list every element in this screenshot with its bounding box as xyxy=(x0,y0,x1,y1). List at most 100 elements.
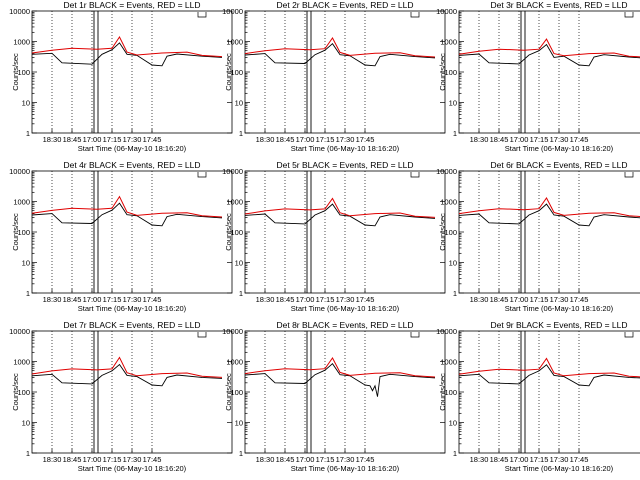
y-tick-label: 10 xyxy=(449,99,457,108)
y-tick-label: 10 xyxy=(22,259,30,268)
x-tick-label: 17:30 xyxy=(550,135,569,144)
x-tick-label: 18:30 xyxy=(470,135,489,144)
y-tick-label: 1 xyxy=(453,129,457,138)
panel-det-9: 18:30 18:45 17:00 17:15 17:30 17:45 1 10 100 1000… xyxy=(436,320,640,473)
y-tick-label: 100 xyxy=(230,68,243,77)
x-tick-label: 18:45 xyxy=(490,135,509,144)
y-axis-label: Counts/sec xyxy=(438,53,447,91)
x-tick-label: 18:30 xyxy=(256,135,275,144)
x-axis-label: Start Time (06-May-10 18:16:20) xyxy=(505,464,614,473)
y-tick-label: 1000 xyxy=(13,38,30,47)
x-axis-label: Start Time (06-May-10 18:16:20) xyxy=(78,304,187,313)
x-tick-label: 17:30 xyxy=(550,455,569,464)
x-tick-label: 18:30 xyxy=(256,455,275,464)
x-tick-label: 18:45 xyxy=(276,455,295,464)
series-line-lld xyxy=(244,197,436,218)
x-axis-label: Start Time (06-May-10 18:16:20) xyxy=(291,464,400,473)
x-tick-label: 17:30 xyxy=(123,455,142,464)
y-tick-label: 1 xyxy=(239,449,243,458)
panel-title: Det 5r BLACK = Events, RED = LLD xyxy=(276,160,413,170)
y-axis-label: Counts/sec xyxy=(438,213,447,251)
y-tick-label: 1000 xyxy=(226,198,243,207)
y-tick-label: 10000 xyxy=(222,167,243,176)
x-tick-label: 17:45 xyxy=(570,295,589,304)
x-tick-label: 17:30 xyxy=(550,295,569,304)
x-tick-label: 17:00 xyxy=(510,455,529,464)
series-line-lld xyxy=(244,357,436,378)
panel-title: Det 6r BLACK = Events, RED = LLD xyxy=(490,160,627,170)
y-tick-label: 100 xyxy=(17,228,30,237)
y-axis-label: Counts/sec xyxy=(11,213,20,251)
panel-det-6: 18:30 18:45 17:00 17:15 17:30 17:45 1 10 100 1000… xyxy=(436,160,640,313)
x-tick-label: 18:45 xyxy=(63,295,82,304)
y-tick-label: 10 xyxy=(449,259,457,268)
x-tick-label: 17:15 xyxy=(530,135,549,144)
series-line-events xyxy=(31,42,223,67)
x-tick-label: 18:30 xyxy=(470,295,489,304)
series-line-lld xyxy=(458,197,640,217)
x-axis-label: Start Time (06-May-10 18:16:20) xyxy=(291,304,400,313)
plot-frame xyxy=(458,10,640,134)
panel-title: Det 2r BLACK = Events, RED = LLD xyxy=(276,0,413,10)
x-tick-label: 17:15 xyxy=(103,295,122,304)
x-tick-label: 17:30 xyxy=(336,135,355,144)
panel-title: Det 4r BLACK = Events, RED = LLD xyxy=(63,160,200,170)
panel-title: Det 8r BLACK = Events, RED = LLD xyxy=(276,320,413,330)
y-tick-label: 100 xyxy=(230,228,243,237)
y-tick-label: 100 xyxy=(17,388,30,397)
series-line-lld xyxy=(244,37,436,58)
x-tick-label: 17:45 xyxy=(356,135,375,144)
x-tick-label: 17:45 xyxy=(570,135,589,144)
top-bracket-marker xyxy=(197,12,207,18)
top-bracket-marker xyxy=(624,332,634,338)
series-line-lld xyxy=(31,356,223,378)
y-tick-label: 100 xyxy=(230,388,243,397)
x-tick-label: 18:30 xyxy=(43,135,62,144)
y-tick-label: 100 xyxy=(444,388,457,397)
panel-det-1: 18:30 18:45 17:00 17:15 17:30 17:45 1 10 100 1000… xyxy=(9,0,233,153)
y-tick-label: 10 xyxy=(235,419,243,428)
panel-title: Det 7r BLACK = Events, RED = LLD xyxy=(63,320,200,330)
top-bracket-marker xyxy=(624,12,634,18)
x-tick-label: 17:00 xyxy=(510,295,529,304)
x-tick-label: 17:00 xyxy=(83,455,102,464)
x-axis-label: Start Time (06-May-10 18:16:20) xyxy=(505,304,614,313)
x-axis-label: Start Time (06-May-10 18:16:20) xyxy=(78,464,187,473)
y-tick-label: 100 xyxy=(444,68,457,77)
x-tick-label: 17:30 xyxy=(123,135,142,144)
x-tick-label: 18:30 xyxy=(43,455,62,464)
series-line-events xyxy=(458,203,640,227)
y-axis-label: Counts/sec xyxy=(438,373,447,411)
x-tick-label: 17:00 xyxy=(296,135,315,144)
x-tick-label: 17:00 xyxy=(83,295,102,304)
y-tick-label: 1000 xyxy=(13,358,30,367)
x-axis-label: Start Time (06-May-10 18:16:20) xyxy=(291,144,400,153)
y-tick-label: 10000 xyxy=(436,167,457,176)
y-tick-label: 1 xyxy=(26,129,30,138)
y-axis-label: Counts/sec xyxy=(11,53,20,91)
y-tick-label: 1 xyxy=(453,289,457,298)
top-bracket-marker xyxy=(410,12,420,18)
x-tick-label: 17:15 xyxy=(316,295,335,304)
x-tick-label: 18:45 xyxy=(63,135,82,144)
y-tick-label: 1 xyxy=(239,289,243,298)
x-tick-label: 17:30 xyxy=(336,455,355,464)
y-tick-label: 10 xyxy=(449,419,457,428)
x-tick-label: 17:15 xyxy=(103,135,122,144)
series-line-events xyxy=(31,202,223,227)
y-tick-label: 1 xyxy=(239,129,243,138)
y-tick-label: 10000 xyxy=(436,7,457,16)
top-bracket-marker xyxy=(624,172,634,178)
x-tick-label: 18:45 xyxy=(63,455,82,464)
x-tick-label: 17:30 xyxy=(336,295,355,304)
x-tick-label: 17:00 xyxy=(83,135,102,144)
y-tick-label: 1000 xyxy=(226,38,243,47)
x-tick-label: 17:30 xyxy=(123,295,142,304)
series-line-lld xyxy=(458,38,640,58)
y-tick-label: 1000 xyxy=(440,358,457,367)
y-axis-label: Counts/sec xyxy=(224,53,233,91)
series-line-lld xyxy=(31,36,223,58)
panel-title: Det 9r BLACK = Events, RED = LLD xyxy=(490,320,627,330)
x-tick-label: 17:00 xyxy=(510,135,529,144)
